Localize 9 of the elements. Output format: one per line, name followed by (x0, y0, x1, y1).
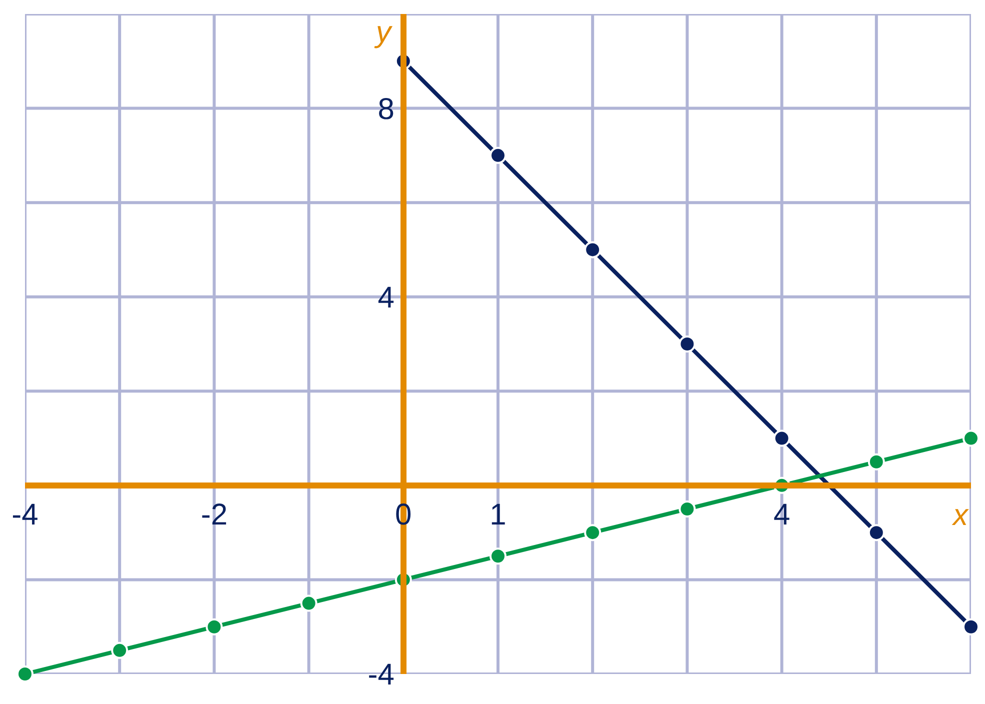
x-tick-label: 4 (773, 498, 790, 532)
y-axis-title: y (374, 16, 393, 49)
y-tick-label: -4 (368, 658, 394, 692)
y-tick-label: 8 (378, 92, 394, 126)
x-tick-label: 1 (490, 498, 506, 532)
x-tick-label: -2 (200, 498, 228, 532)
x-axis-title: x (951, 499, 969, 532)
x-tick-label: -4 (12, 498, 38, 532)
y-tick-label: 4 (378, 281, 394, 314)
